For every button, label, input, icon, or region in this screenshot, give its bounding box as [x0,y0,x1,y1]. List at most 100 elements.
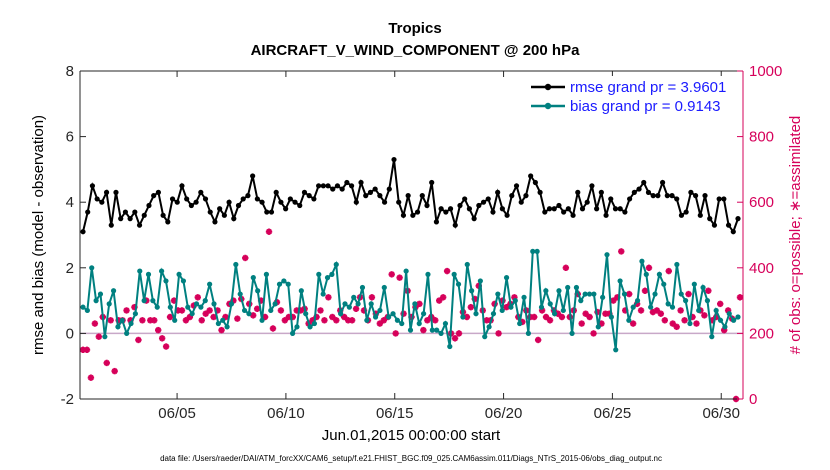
rmse-point [358,179,364,186]
bias-point [700,284,706,291]
rmse-point [127,216,133,222]
bias-point [691,281,697,287]
bias-point [696,307,702,314]
y-tick-label: -2 [61,391,74,408]
bias-point [634,298,641,304]
rmse-point [89,183,96,189]
bias-point [255,288,261,294]
bias-point [451,271,457,277]
bias-point [731,317,737,323]
bias-point [141,298,147,304]
bias-point [648,304,654,310]
obs-count-marker [530,313,538,321]
rmse-point [268,209,275,215]
bias-point [202,298,208,304]
rmse-point [334,183,341,189]
rmse-point [118,216,124,222]
rmse-point [113,189,119,195]
rmse-point [725,222,732,228]
obs-count-marker [325,294,332,301]
rmse-point [169,196,176,202]
axes [79,70,744,400]
bias-point [726,311,732,317]
bias-point [115,324,121,330]
bias-point [674,261,680,268]
obs-count-marker [701,312,708,319]
rmse-point [320,183,326,189]
y2-tick-label: 600 [749,194,774,211]
bias-point [128,320,134,327]
rmse-point [283,206,289,212]
bias-point [246,311,252,317]
obs-count-marker [154,326,162,334]
bias-point [722,324,728,330]
bias-point [626,317,632,323]
rmse-point [433,219,440,225]
legend-label: bias grand pr = 0.9143 [570,98,721,115]
bias-point [250,275,256,281]
rmse-point [594,206,600,212]
bias-point [661,281,667,287]
y2-tick-label: 800 [749,129,774,146]
bias-point [220,317,226,323]
bias-point [189,311,195,317]
rmse-point [212,219,218,225]
bias-point [630,304,636,310]
obs-count-marker [455,330,463,337]
obs-count-marker [269,325,277,332]
bias-point [512,298,518,304]
rmse-point [94,196,100,202]
rmse-point [193,199,199,205]
rmse-point [348,183,355,189]
bias-point [556,288,562,294]
y2-axis-label: # of obs: o=possible; ∗=assimilated [787,116,804,355]
bias-point [150,298,156,304]
rmse-point [226,199,232,205]
bias-point [241,307,248,314]
bias-point [683,298,689,304]
bias-point [97,291,104,297]
rmse-point [85,209,91,215]
bias-point [565,284,571,291]
bias-point [145,271,152,277]
y-tick-label: 8 [66,63,74,80]
rmse-point [612,206,619,212]
obs-count-marker [396,274,403,281]
rmse-point [447,206,454,212]
rmse-point [556,202,562,209]
bias-point [464,261,470,268]
rmse-point [513,183,520,189]
obs-count-marker [736,294,744,301]
bias-point [534,248,540,254]
obs-count-marker [720,326,728,334]
bias-point [639,258,645,264]
rmse-point [414,209,421,215]
bias-point [320,291,326,297]
rmse-point [490,209,496,215]
bias-point [237,291,243,297]
y-axis-ticks: -2 0 2 4 6 8 [61,63,86,408]
bias-point [569,330,575,336]
obs-count-marker [392,330,399,337]
bias-point [394,317,400,323]
rmse-point [711,222,718,228]
obs-count-marker [582,310,589,317]
chart-subtitle: AIRCRAFT_V_WIND_COMPONENT @ 200 hPa [251,42,581,59]
obs-count-marker [194,294,201,301]
obs-count-marker [693,320,700,327]
legend-swatch-marker [544,102,552,110]
rmse-point [405,193,411,199]
obs-count-marker [158,335,166,342]
y2-tick-label: 400 [749,260,774,277]
data-file-footer: data file: /Users/raeder/DAI/ATM_forcXX/… [160,454,662,463]
obs-count-marker [249,312,257,319]
bias-point [717,317,724,323]
rmse-point [292,199,298,205]
obs-count-marker [348,317,356,324]
rmse-point [217,206,223,212]
rmse-point [165,219,171,225]
bias-point [80,304,86,310]
legend-swatch-marker [544,83,552,91]
x-axis-label: Jun.01,2015 00:00:00 start [322,427,501,444]
